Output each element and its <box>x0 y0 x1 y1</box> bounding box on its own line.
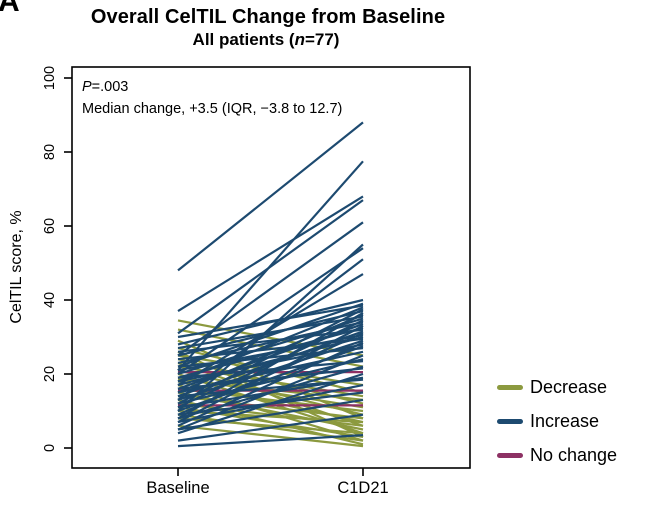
panel-label-a: A <box>0 0 20 18</box>
legend-label-decrease: Decrease <box>530 376 608 397</box>
legend-entry-decrease: Decrease <box>497 374 607 400</box>
y-tick-label: 0 <box>42 444 58 452</box>
subtitle-suffix: =77) <box>304 30 340 49</box>
patient-line-increase <box>177 195 364 313</box>
patient-line-increase <box>177 337 364 361</box>
decrease-swatch-icon <box>497 384 523 390</box>
patient-line-increase <box>177 367 364 390</box>
patient-line-increase <box>177 273 364 387</box>
x-tick-label-baseline: Baseline <box>146 479 209 497</box>
patient-line-increase <box>177 335 364 387</box>
increase-swatch-icon <box>497 418 523 424</box>
p-value-italic: P <box>82 79 92 95</box>
y-tick-label: 80 <box>42 144 58 160</box>
patient-line-increase <box>177 247 364 375</box>
patient-line-increase <box>177 315 364 350</box>
patient-line-decrease <box>177 417 364 435</box>
subtitle-prefix: All patients ( <box>192 30 295 49</box>
median-change-line: Median change, +3.5 (IQR, −3.8 to 12.7) <box>82 101 343 117</box>
patient-line-increase <box>177 434 364 448</box>
y-axis-label: CelTIL score, % <box>8 210 25 324</box>
no-change-swatch-icon <box>497 452 523 458</box>
p-value-text: =.003 <box>91 79 129 95</box>
patient-line-increase <box>177 304 364 339</box>
legend-label-increase: Increase <box>530 410 600 431</box>
patient-line-decrease <box>177 391 364 431</box>
legend-entry-increase: Increase <box>497 408 599 434</box>
patient-line-increase <box>177 358 364 405</box>
stats-annotation: P=.003 Median change, +3.5 (IQR, −3.8 to… <box>82 76 342 120</box>
patient-line-increase <box>177 398 364 431</box>
chart-subtitle: All patients (n=77) <box>0 30 532 50</box>
patient-line-increase <box>177 221 364 357</box>
patient-line-increase <box>177 243 364 412</box>
legend-entry-no-change: No change <box>497 442 617 468</box>
patient-line-decrease <box>177 424 364 448</box>
x-tick-label-c1d21: C1D21 <box>337 479 388 497</box>
plot-box <box>71 66 471 469</box>
legend-label-no-change: No change <box>530 444 618 465</box>
patient-line-increase <box>177 121 364 272</box>
y-tick-label: 60 <box>42 218 58 234</box>
patient-line-increase <box>177 391 364 416</box>
chart-title: Overall CelTIL Change from Baseline <box>90 6 446 28</box>
y-tick-label: 100 <box>42 66 58 90</box>
patient-line-increase <box>177 347 364 368</box>
patient-line-increase <box>177 413 364 442</box>
patient-line-increase <box>177 360 364 379</box>
p-value-line: P=.003 <box>82 76 342 98</box>
subtitle-n-italic: n <box>294 30 305 49</box>
patient-line-increase <box>177 328 364 353</box>
y-tick-label: 20 <box>42 366 58 382</box>
y-tick-label: 40 <box>42 292 58 308</box>
patient-line-increase <box>177 378 364 398</box>
patient-line-increase <box>177 199 364 335</box>
